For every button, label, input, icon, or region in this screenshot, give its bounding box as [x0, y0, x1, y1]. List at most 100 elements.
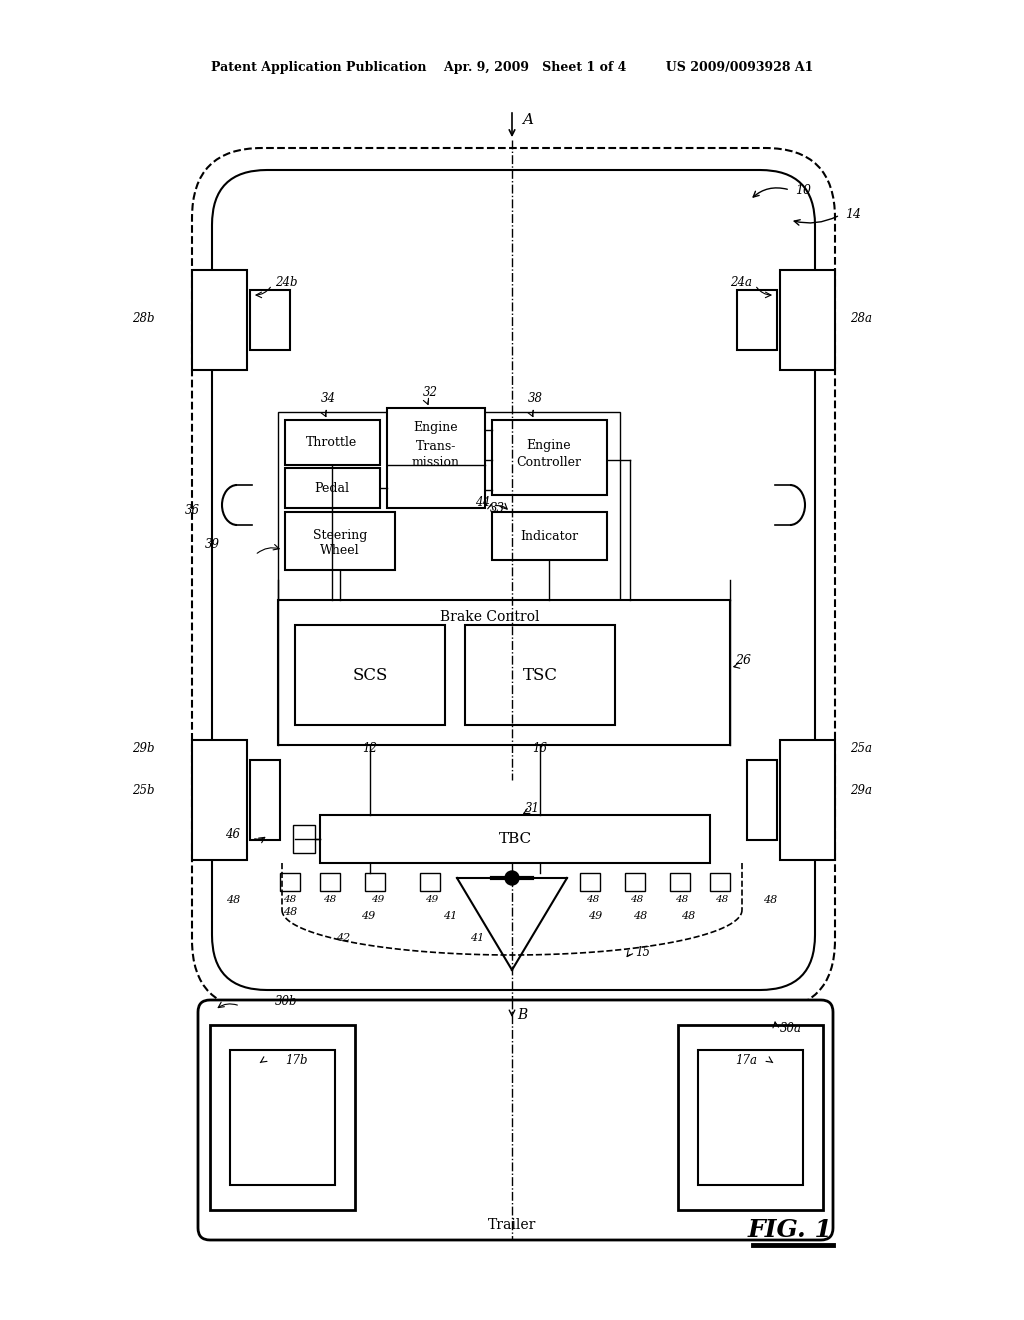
Text: 49: 49 [425, 895, 438, 904]
Bar [250, 760, 280, 840]
Text: 44: 44 [475, 495, 490, 508]
Bar [210, 1026, 355, 1210]
Text: 48: 48 [283, 907, 297, 917]
Text: 10: 10 [795, 183, 811, 197]
Text: Indicator: Indicator [520, 529, 579, 543]
Text: mission: mission [412, 457, 460, 470]
Text: 31: 31 [525, 801, 540, 814]
Text: 14: 14 [845, 209, 861, 222]
Text: 48: 48 [631, 895, 644, 904]
Text: 17b: 17b [285, 1053, 307, 1067]
Text: 28b: 28b [132, 312, 155, 325]
Bar [293, 825, 315, 853]
Bar [465, 624, 615, 725]
Text: 30a: 30a [780, 1022, 802, 1035]
Text: 46: 46 [225, 829, 240, 842]
Text: 30b: 30b [275, 995, 298, 1008]
Bar [285, 420, 380, 465]
Circle shape [505, 871, 519, 884]
Bar [698, 1049, 803, 1185]
Text: 26: 26 [735, 653, 751, 667]
Text: 48: 48 [225, 895, 240, 906]
Bar [285, 469, 380, 508]
Bar [280, 873, 300, 891]
Bar [285, 512, 395, 570]
Text: 48: 48 [681, 911, 695, 921]
Bar [319, 814, 710, 863]
Text: FIG. 1: FIG. 1 [748, 1218, 833, 1242]
Bar [492, 420, 607, 495]
Bar [580, 873, 600, 891]
Text: 48: 48 [716, 895, 729, 904]
Text: Brake Control: Brake Control [440, 610, 540, 624]
Text: Trans-: Trans- [416, 441, 456, 454]
Text: Throttle: Throttle [306, 437, 357, 450]
Bar [230, 1049, 335, 1185]
Text: Steering: Steering [312, 528, 368, 541]
Text: Pedal: Pedal [314, 482, 349, 495]
Text: 24b: 24b [275, 276, 298, 289]
Text: 34: 34 [321, 392, 336, 404]
Text: 42: 42 [336, 933, 350, 942]
Bar [365, 873, 385, 891]
Text: Patent Application Publication    Apr. 9, 2009   Sheet 1 of 4         US 2009/00: Patent Application Publication Apr. 9, 2… [211, 62, 813, 74]
Text: 29b: 29b [132, 742, 155, 755]
Text: 29a: 29a [850, 784, 872, 796]
Text: 24a: 24a [730, 276, 752, 289]
Bar [319, 873, 340, 891]
Bar [250, 290, 290, 350]
FancyBboxPatch shape [212, 170, 815, 990]
Text: Controller: Controller [516, 455, 582, 469]
Text: Engine: Engine [414, 421, 459, 434]
Bar [193, 271, 247, 370]
Text: 12: 12 [362, 742, 378, 755]
Bar [710, 873, 730, 891]
Bar [737, 290, 777, 350]
Text: 28a: 28a [850, 312, 872, 325]
Text: 48: 48 [587, 895, 600, 904]
Bar [193, 741, 247, 861]
Text: 41: 41 [470, 933, 484, 942]
Text: 17a: 17a [735, 1053, 757, 1067]
Text: TBC: TBC [499, 832, 531, 846]
Text: SCS: SCS [352, 667, 388, 684]
Text: TSC: TSC [522, 667, 557, 684]
FancyBboxPatch shape [198, 1001, 833, 1239]
Text: 36: 36 [185, 503, 200, 516]
Text: 33: 33 [490, 502, 505, 515]
Text: A: A [522, 114, 534, 127]
Text: Engine: Engine [526, 438, 571, 451]
Text: 48: 48 [676, 895, 688, 904]
Text: Wheel: Wheel [321, 544, 359, 557]
Bar [278, 412, 620, 612]
Bar [387, 408, 485, 508]
Bar [780, 271, 835, 370]
Bar [625, 873, 645, 891]
Text: 32: 32 [423, 385, 437, 399]
Bar [678, 1026, 823, 1210]
Text: 39: 39 [205, 539, 220, 552]
Text: 15: 15 [635, 945, 650, 958]
Bar [420, 873, 440, 891]
Text: B: B [517, 1008, 527, 1022]
Bar [780, 741, 835, 861]
Text: 49: 49 [372, 895, 385, 904]
Text: 48: 48 [284, 895, 297, 904]
Text: 41: 41 [442, 911, 457, 921]
Bar [746, 760, 777, 840]
Text: 48: 48 [324, 895, 337, 904]
Text: 48: 48 [633, 911, 647, 921]
FancyBboxPatch shape [193, 148, 835, 1010]
Bar [278, 601, 730, 744]
Text: Trailer: Trailer [487, 1218, 537, 1232]
Bar [295, 624, 445, 725]
Bar [492, 512, 607, 560]
Text: 48: 48 [763, 895, 777, 906]
Text: 16: 16 [532, 742, 548, 755]
Text: 49: 49 [360, 911, 375, 921]
Text: 38: 38 [527, 392, 543, 404]
Text: 49: 49 [588, 911, 602, 921]
Text: 25b: 25b [132, 784, 155, 796]
Bar [670, 873, 690, 891]
Text: 25a: 25a [850, 742, 872, 755]
